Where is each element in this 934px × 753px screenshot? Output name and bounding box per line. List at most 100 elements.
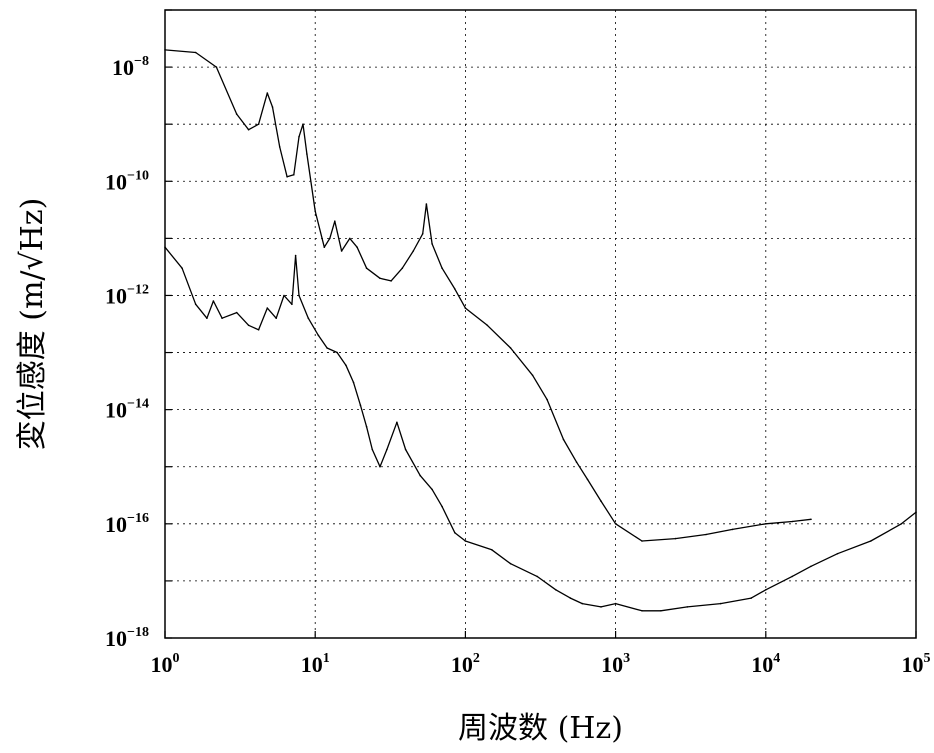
data-point: [454, 531, 456, 534]
y-tick-label: 10−12: [105, 282, 149, 308]
data-point: [271, 106, 274, 108]
data-point: [641, 540, 643, 542]
data-point: [509, 347, 512, 349]
data-point: [464, 540, 467, 542]
data-point: [719, 602, 722, 605]
data-point: [836, 552, 839, 555]
data-point: [336, 351, 338, 354]
x-tick-label: 104: [751, 651, 780, 677]
data-point: [266, 92, 269, 94]
x-axis-label: 周波数 (Hz): [458, 711, 623, 746]
data-point: [491, 549, 493, 551]
data-point: [317, 334, 320, 337]
data-point: [441, 505, 443, 508]
data-point: [705, 533, 707, 536]
data-point: [765, 589, 767, 591]
data-point: [371, 448, 374, 451]
data-point: [600, 606, 602, 608]
data-point: [283, 294, 285, 297]
plot-frame: [164, 9, 917, 639]
series-layer: [164, 49, 917, 612]
data-point: [546, 398, 548, 401]
data-point: [181, 267, 183, 270]
data-point: [340, 250, 343, 252]
grid-lines: [165, 10, 916, 638]
data-point: [365, 426, 368, 428]
data-point: [349, 237, 351, 240]
data-point: [286, 176, 288, 178]
data-point: [586, 478, 589, 481]
data-point: [379, 465, 381, 468]
data-point: [359, 404, 362, 406]
data-point: [326, 347, 328, 349]
data-point: [614, 523, 617, 525]
data-point: [575, 461, 578, 464]
data-point: [266, 307, 269, 309]
data-point: [212, 300, 215, 302]
data-point: [298, 294, 300, 297]
data-point: [562, 438, 565, 441]
y-tick-label: 10−16: [105, 511, 149, 537]
data-point: [194, 303, 197, 306]
data-point: [464, 307, 467, 309]
data-point: [307, 317, 310, 320]
data-point: [536, 575, 538, 578]
y-tick-labels: 10−8 10−10 10−12 10−14 10−16 10−18: [105, 54, 149, 651]
series-line-2: [164, 246, 917, 612]
data-point: [425, 203, 428, 205]
data-point: [401, 267, 404, 270]
data-point: [581, 602, 584, 605]
data-point: [206, 317, 208, 320]
data-point: [810, 518, 812, 521]
data-point: [235, 311, 238, 314]
data-point: [531, 374, 534, 377]
data-point: [390, 280, 392, 282]
y-tick-label: 10−14: [105, 397, 149, 423]
data-point: [660, 610, 662, 612]
data-point: [365, 267, 368, 270]
data-point: [314, 210, 317, 212]
data-point: [306, 153, 308, 155]
data-point: [194, 51, 197, 54]
data-point: [441, 267, 443, 270]
data-point: [731, 528, 734, 531]
data-point: [275, 317, 278, 320]
series-line-1: [164, 49, 812, 542]
x-tick-label: 100: [151, 651, 180, 677]
data-point: [345, 364, 347, 367]
data-point: [412, 250, 415, 252]
data-point: [356, 246, 358, 248]
y-tick-label: 10−18: [105, 625, 149, 651]
x-tick-label: 101: [301, 651, 330, 677]
data-point: [810, 565, 812, 568]
data-point: [791, 575, 793, 578]
data-point: [765, 523, 767, 525]
data-point: [600, 500, 602, 502]
data-point: [396, 421, 398, 424]
data-point: [870, 540, 872, 542]
data-point: [298, 136, 300, 138]
data-point: [379, 277, 381, 280]
data-point: [569, 597, 572, 599]
data-point: [257, 123, 260, 125]
data-point: [278, 146, 281, 148]
data-point: [419, 474, 422, 477]
x-tick-labels: 100 101 102 103 104 105: [151, 651, 931, 677]
data-point: [323, 246, 326, 248]
data-point: [431, 488, 433, 491]
data-point: [614, 602, 617, 605]
data-point: [686, 606, 689, 608]
data-point: [900, 523, 903, 525]
data-point: [334, 220, 336, 222]
data-point: [454, 288, 456, 290]
data-point: [235, 113, 238, 115]
data-point: [431, 243, 433, 245]
data-point: [404, 448, 407, 451]
data-point: [641, 610, 643, 612]
data-point: [386, 448, 388, 451]
data-point: [555, 589, 557, 591]
tick-marks: [164, 9, 917, 639]
data-point: [293, 174, 295, 176]
x-tick-label: 105: [902, 651, 931, 677]
